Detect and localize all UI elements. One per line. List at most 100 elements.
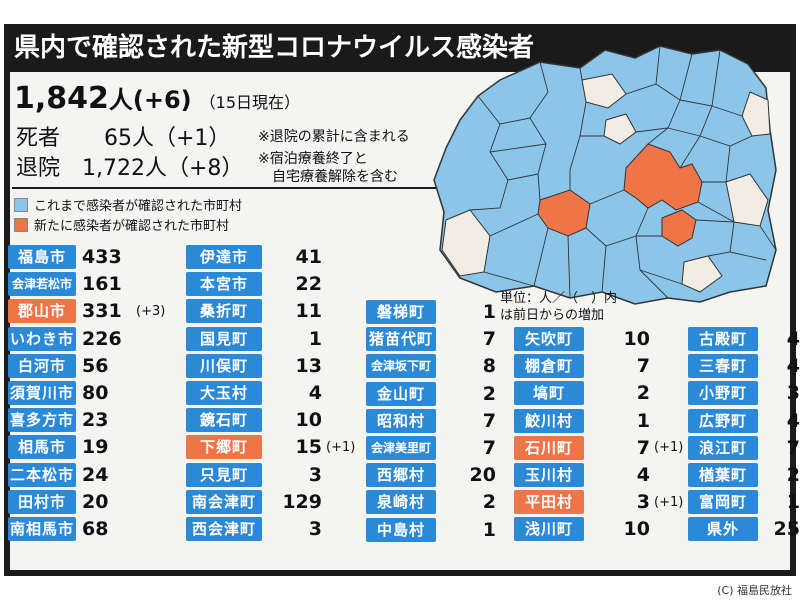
municipality-row: いわき市 226 [8, 326, 132, 352]
case-count: 10 [295, 409, 322, 432]
case-count: 226 [82, 327, 122, 350]
unit-note: 単位：人／（ ）内 は前日からの増加 [500, 290, 617, 324]
municipality-name: 磐梯町 [366, 300, 436, 324]
case-count: 4 [786, 409, 800, 432]
municipality-row: 平田村 3 (+1) [514, 489, 683, 515]
total-summary: 1,842人(+6) （15日現在） [14, 80, 300, 116]
municipality-row: 泉崎村 2 [366, 489, 496, 515]
municipality-row: 郡山市 331 (+3) [8, 298, 165, 324]
municipality-row: 西郷村 20 [366, 462, 496, 488]
municipality-name: 会津若松市 [8, 272, 76, 297]
total-count: 1,842 [14, 81, 109, 116]
case-count: 7 [636, 355, 650, 378]
municipality-row: 浅川町 10 [514, 516, 650, 542]
case-count: 25 [773, 518, 800, 541]
municipality-row: 小野町 3 [688, 380, 800, 406]
municipality-name: 南相馬市 [8, 517, 76, 541]
municipality-row: 棚倉町 7 [514, 353, 650, 379]
recovered-label: 退院 [16, 156, 61, 181]
case-count: 4 [786, 355, 800, 378]
municipality-name: 矢吹町 [514, 327, 584, 351]
municipality-row: 広野町 4 [688, 408, 800, 434]
case-count: 7 [636, 436, 650, 459]
municipality-name: 泉崎村 [366, 490, 436, 515]
municipality-row: 古殿町 4 [688, 326, 800, 352]
municipality-row: 田村市 20 [8, 489, 132, 515]
deaths-row: 死者 65人（+1） [16, 120, 230, 152]
case-count: 1 [482, 301, 496, 323]
municipality-row: 鏡石町 10 [186, 407, 322, 433]
municipality-name: 西会津町 [186, 517, 262, 541]
municipality-row: 相馬市 19 [8, 434, 132, 460]
map-region-none [741, 91, 771, 137]
municipality-row: 川俣町 13 [186, 353, 322, 379]
case-count: 2 [482, 382, 496, 405]
municipality-row: 本宮市 22 [186, 271, 322, 297]
municipality-name: 郡山市 [8, 299, 76, 324]
case-count: 20 [469, 464, 496, 487]
case-count: 2 [636, 382, 650, 405]
case-count: 10 [623, 518, 650, 541]
case-count: 4 [308, 382, 322, 404]
municipality-name: 須賀川市 [8, 381, 76, 405]
municipality-row: 三春町 4 [688, 353, 800, 379]
municipality-row: 楢葉町 2 [688, 462, 800, 488]
municipality-name: 猪苗代町 [366, 327, 436, 352]
case-count: 68 [82, 518, 109, 540]
municipality-name: 田村市 [8, 489, 76, 514]
municipality-name: 只見町 [186, 462, 262, 487]
legend-new-swatch [14, 217, 28, 232]
case-count: 23 [82, 409, 109, 432]
municipality-name: 本宮市 [186, 272, 262, 297]
municipality-name: 中島村 [366, 517, 436, 542]
municipality-name: 伊達市 [186, 245, 262, 269]
municipality-name: 二本松市 [8, 462, 76, 487]
as-of-date: （15日現在） [199, 93, 301, 112]
municipality-name: 会津坂下町 [366, 354, 436, 379]
case-count: 7 [482, 437, 496, 459]
municipality-row: 白河市 56 [8, 353, 132, 379]
case-count: 433 [82, 246, 122, 268]
municipality-name: 石川町 [514, 435, 584, 460]
case-count: 15 [295, 436, 322, 459]
case-count: 10 [623, 328, 650, 350]
municipality-row: 只見町 3 [186, 462, 322, 488]
municipality-name: 広野町 [688, 408, 758, 433]
municipality-name: 鏡石町 [186, 408, 262, 433]
legend-confirmed: これまで感染者が確認された市町村 [14, 195, 242, 214]
municipality-name: 平田村 [514, 490, 584, 515]
case-count: 2 [786, 464, 800, 486]
recovered-note-2: 自宅療養解除を含む [272, 169, 398, 185]
municipality-name: 福島市 [8, 245, 76, 269]
municipality-row: 会津若松市 161 [8, 271, 132, 297]
municipality-name: いわき市 [8, 326, 76, 351]
municipality-name: 西郷村 [366, 463, 436, 488]
municipality-row: 石川町 7 (+1) [514, 435, 683, 461]
municipality-name: 楢葉町 [688, 463, 758, 487]
total-delta: (+6) [132, 86, 192, 114]
legend-confirmed-swatch [14, 197, 28, 212]
municipality-name: 南会津町 [186, 489, 262, 514]
case-count: 7 [482, 409, 496, 432]
municipality-row: 富岡町 1 [688, 489, 800, 515]
case-count: 2 [482, 491, 496, 514]
municipality-row: 磐梯町 1 [366, 299, 496, 325]
case-count: 3 [636, 491, 650, 514]
municipality-name: 下郷町 [186, 435, 262, 460]
municipality-name: 川俣町 [186, 353, 262, 378]
municipality-name: 小野町 [688, 381, 758, 406]
municipality-name: 鮫川村 [514, 408, 584, 433]
recovered-note-1: ※宿泊療養終了と [258, 151, 368, 167]
municipality-row: 下郷町 15 (+1) [186, 434, 355, 460]
case-count: 7 [786, 436, 800, 459]
case-count: 7 [482, 328, 496, 351]
municipality-row: 塙町 2 [514, 380, 650, 406]
municipality-row: 金山町 2 [366, 381, 496, 407]
municipality-row: 桑折町 11 [186, 298, 322, 324]
case-delta: (+1) [654, 440, 684, 456]
municipality-name: 浪江町 [688, 435, 758, 460]
case-count: 80 [82, 382, 109, 404]
municipality-row: 南相馬市 68 [8, 516, 132, 542]
case-count: 56 [82, 354, 109, 377]
municipal-boundaries [469, 45, 777, 299]
